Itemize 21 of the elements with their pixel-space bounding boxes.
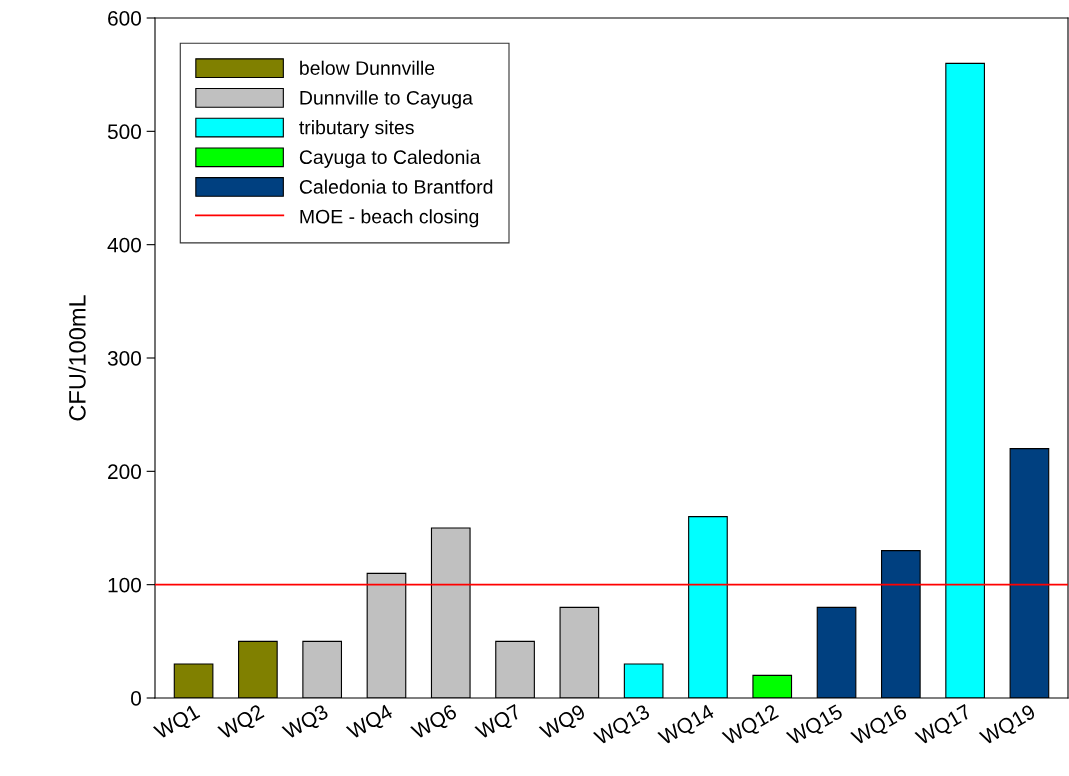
y-tick-label: 300 — [107, 351, 141, 366]
legend-label: tributary sites — [299, 120, 414, 139]
y-tick-label: 600 — [108, 11, 141, 26]
y-tick-label: 100 — [108, 577, 141, 593]
x-tick-label: WQ9 — [538, 703, 589, 744]
x-tick-label: WQ1 — [152, 703, 203, 744]
legend-label: Caledonia to Brantford — [299, 179, 493, 194]
x-tick-label: WQ4 — [345, 703, 396, 744]
x-tick-label: WQ3 — [281, 703, 331, 744]
y-tick-label: 500 — [107, 124, 141, 140]
y-tick-label: 200 — [108, 464, 141, 480]
legend-label: below Dunnville — [300, 60, 435, 75]
x-tick-label: WQ2 — [217, 703, 267, 744]
y-tick-label: 400 — [107, 237, 141, 253]
legend-label: Cayuga to Caledonia — [299, 149, 481, 168]
y-tick-label: 0 — [131, 691, 141, 706]
legend-label: MOE - beach closing — [300, 209, 479, 228]
y-axis-title: CFU/100mL — [68, 295, 86, 421]
x-tick-label: WQ7 — [474, 703, 524, 744]
x-tick-label: WQ6 — [410, 703, 460, 744]
legend-label: Dunnville to Cayuga — [300, 90, 473, 109]
